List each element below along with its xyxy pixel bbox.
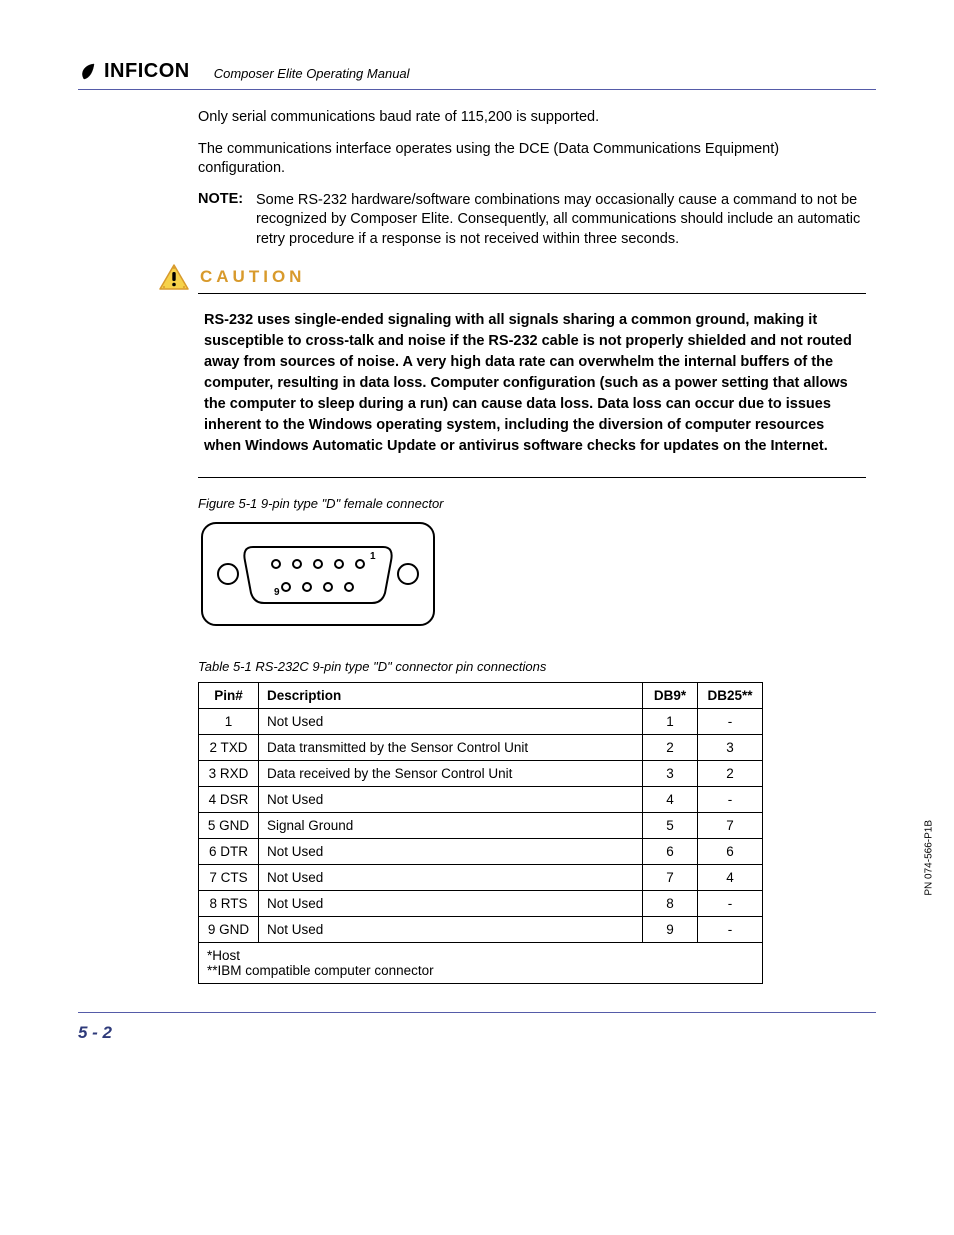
table-row: 2 TXDData transmitted by the Sensor Cont… — [199, 735, 763, 761]
page-number: 5 - 2 — [78, 1023, 112, 1042]
table-row: 8 RTSNot Used8- — [199, 891, 763, 917]
brand-text: INFICON — [104, 60, 190, 83]
note-label: NOTE: — [198, 191, 256, 250]
note-block: NOTE: Some RS-232 hardware/software comb… — [198, 191, 866, 250]
paragraph-baud: Only serial communications baud rate of … — [198, 108, 866, 128]
table-row: 9 GNDNot Used9- — [199, 917, 763, 943]
warning-icon — [158, 263, 190, 291]
pin-1-label: 1 — [370, 551, 376, 562]
table-row: 3 RXDData received by the Sensor Control… — [199, 761, 763, 787]
caution-block: CAUTION RS-232 uses single-ended signali… — [158, 263, 866, 478]
pin-9-label: 9 — [274, 587, 280, 598]
table-row: 7 CTSNot Used74 — [199, 865, 763, 891]
col-db9: DB9* — [643, 683, 698, 709]
table-row: 6 DTRNot Used66 — [199, 839, 763, 865]
col-pin: Pin# — [199, 683, 259, 709]
page-header: INFICON Composer Elite Operating Manual — [78, 60, 876, 90]
table-row: 5 GNDSignal Ground57 — [199, 813, 763, 839]
manual-title: Composer Elite Operating Manual — [214, 66, 410, 83]
table-body: 1Not Used1- 2 TXDData transmitted by the… — [199, 709, 763, 943]
paragraph-dce: The communications interface operates us… — [198, 140, 866, 179]
caution-title: CAUTION — [200, 267, 305, 287]
leaf-icon — [78, 61, 100, 83]
table-row: 1Not Used1- — [199, 709, 763, 735]
footnote-2: **IBM compatible computer connector — [207, 963, 754, 978]
figure-caption: Figure 5-1 9-pin type "D" female connect… — [198, 496, 866, 511]
footnote-1: *Host — [207, 948, 754, 963]
brand-logo: INFICON — [78, 60, 190, 83]
content-area: Only serial communications baud rate of … — [198, 108, 866, 984]
part-number: PN 074-566-P1B — [924, 820, 935, 896]
col-desc: Description — [259, 683, 643, 709]
connector-diagram: 1 9 — [198, 519, 438, 629]
col-db25: DB25** — [698, 683, 763, 709]
table-row: 4 DSRNot Used4- — [199, 787, 763, 813]
table-footnote-row: *Host **IBM compatible computer connecto… — [199, 943, 763, 984]
page-footer: 5 - 2 — [78, 1012, 876, 1043]
note-text: Some RS-232 hardware/software combinatio… — [256, 191, 866, 250]
table-caption: Table 5-1 RS-232C 9-pin type "D" connect… — [198, 659, 866, 674]
caution-text: RS-232 uses single-ended signaling with … — [198, 293, 866, 478]
table-header-row: Pin# Description DB9* DB25** — [199, 683, 763, 709]
pin-table: Pin# Description DB9* DB25** 1Not Used1-… — [198, 682, 763, 984]
